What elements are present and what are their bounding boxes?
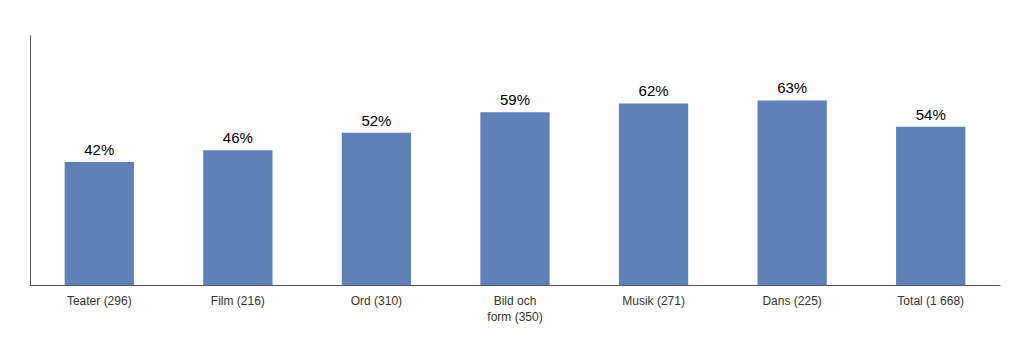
svg-text:Ord (310): Ord (310) bbox=[351, 294, 402, 308]
svg-text:Total (1 668): Total (1 668) bbox=[897, 294, 964, 308]
svg-text:62%: 62% bbox=[639, 82, 669, 99]
svg-text:form (350): form (350) bbox=[487, 310, 542, 324]
svg-text:Dans (225): Dans (225) bbox=[762, 294, 821, 308]
svg-text:Bild och: Bild och bbox=[494, 294, 537, 308]
svg-text:Teater (296): Teater (296) bbox=[67, 294, 132, 308]
svg-text:52%: 52% bbox=[361, 112, 391, 129]
svg-text:54%: 54% bbox=[916, 106, 946, 123]
svg-text:46%: 46% bbox=[223, 129, 253, 146]
svg-text:63%: 63% bbox=[777, 79, 807, 96]
svg-text:Film (216): Film (216) bbox=[211, 294, 265, 308]
svg-text:59%: 59% bbox=[500, 91, 530, 108]
svg-text:Musik (271): Musik (271) bbox=[622, 294, 685, 308]
svg-text:42%: 42% bbox=[84, 141, 114, 158]
